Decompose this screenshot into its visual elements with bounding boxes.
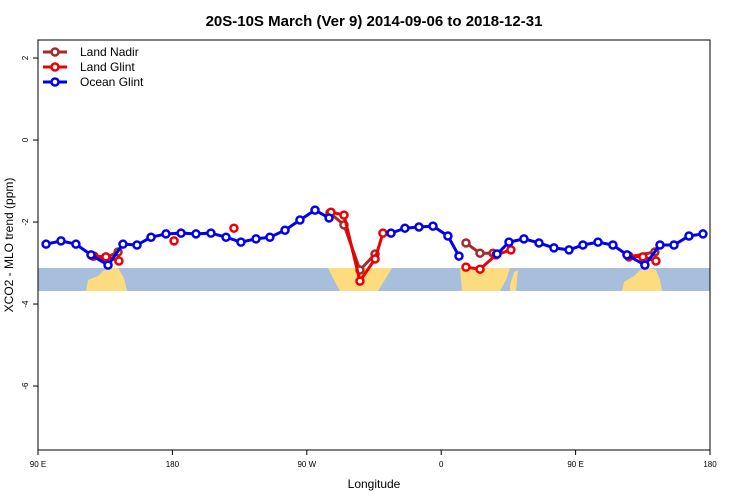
data-point (101, 252, 111, 262)
data-point (161, 229, 171, 239)
data-point (386, 228, 396, 238)
data-point (400, 223, 410, 233)
data-point (578, 240, 588, 250)
x-tick-label: 180 (703, 460, 717, 469)
x-tick-label: 180 (166, 460, 180, 469)
y-tick-label: 0 (21, 137, 30, 142)
data-point (443, 231, 453, 241)
y-tick-label: 2 (21, 55, 30, 60)
data-point (492, 249, 502, 259)
plot-frame (37, 39, 711, 451)
data-point (519, 234, 529, 244)
legend-label: Land Glint (80, 60, 135, 74)
legend-marker (50, 62, 60, 72)
chart-title: 20S-10S March (Ver 9) 2014-09-06 to 2018… (206, 13, 543, 30)
data-point (475, 264, 485, 274)
legend-marker (50, 47, 60, 57)
data-point (638, 252, 648, 262)
legend-label: Ocean Glint (80, 75, 144, 89)
data-point (229, 223, 239, 233)
data-point (169, 236, 179, 246)
land-shape (460, 268, 510, 291)
data-point (651, 256, 661, 266)
data-point (56, 236, 66, 246)
data-point (534, 238, 544, 248)
y-axis-label: XCO2 - MLO trend (ppm) (2, 178, 16, 313)
data-point (324, 213, 334, 223)
data-point (669, 240, 679, 250)
data-point (506, 245, 516, 255)
data-point (280, 225, 290, 235)
data-point (103, 260, 113, 270)
land-shape (86, 268, 127, 291)
data-point (355, 276, 365, 286)
data-point (132, 240, 142, 250)
x-tick-label: 90 E (30, 460, 46, 469)
data-point (640, 260, 650, 270)
land-shape (622, 268, 662, 291)
data-point (221, 232, 231, 242)
data-point (176, 228, 186, 238)
data-point (41, 239, 51, 249)
data-point (146, 232, 156, 242)
data-point (71, 239, 81, 249)
data-point (86, 250, 96, 260)
x-axis-label: Longitude (348, 477, 401, 491)
data-point (310, 205, 320, 215)
data-point (118, 239, 128, 249)
data-point (378, 228, 388, 238)
legend-label: Land Nadir (80, 45, 139, 59)
x-tick-label: 90 E (567, 460, 583, 469)
data-point (295, 215, 305, 225)
data-point (475, 248, 485, 258)
data-point (454, 251, 464, 261)
x-tick-label: 90 W (297, 460, 316, 469)
data-point (549, 243, 559, 253)
data-point (504, 237, 514, 247)
map-strip (38, 268, 710, 291)
y-tick-label: -4 (21, 300, 30, 308)
data-point (265, 232, 275, 242)
data-point (461, 238, 471, 248)
x-tick-label: 0 (439, 460, 444, 469)
data-point (114, 256, 124, 266)
y-tick-label: -6 (21, 382, 30, 390)
data-point (339, 210, 349, 220)
data-point (564, 245, 574, 255)
land-shape (510, 270, 518, 291)
data-point (206, 228, 216, 238)
data-point (698, 229, 708, 239)
data-point (414, 222, 424, 232)
legend-marker (50, 77, 60, 87)
y-tick-label: -2 (21, 218, 30, 226)
data-point (370, 254, 380, 264)
data-point (593, 237, 603, 247)
data-point (428, 221, 438, 231)
data-point (191, 229, 201, 239)
data-point (684, 231, 694, 241)
data-point (608, 240, 618, 250)
data-point (236, 237, 246, 247)
data-point (622, 250, 632, 260)
data-point (251, 234, 261, 244)
data-point (461, 262, 471, 272)
data-point (655, 240, 665, 250)
